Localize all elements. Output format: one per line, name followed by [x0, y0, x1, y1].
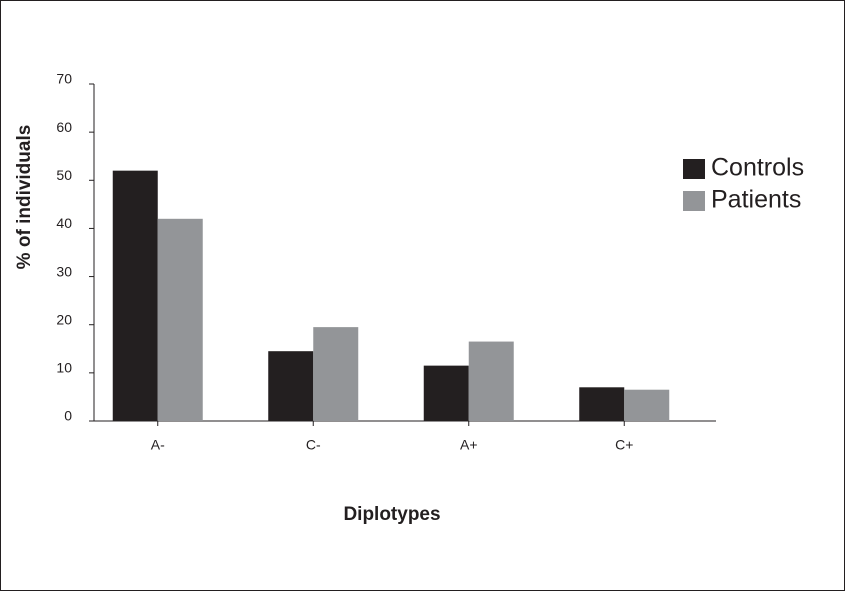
legend-label: Patients	[711, 186, 801, 214]
x-tick-label: A+	[460, 437, 478, 453]
y-tick-label: 20	[56, 311, 72, 327]
bar	[579, 387, 625, 421]
y-tick-label: 60	[56, 119, 72, 135]
legend-label: Controls	[711, 154, 804, 182]
bar	[624, 389, 670, 421]
x-tick-label: C+	[615, 437, 633, 453]
bar	[157, 218, 203, 421]
y-tick-label: 70	[56, 71, 72, 87]
y-tick-label: 10	[56, 360, 72, 376]
legend-swatch	[683, 191, 705, 211]
x-tick-label: C-	[306, 437, 321, 453]
y-tick-label: 40	[56, 215, 72, 231]
x-axis-title: Diplotypes	[343, 504, 440, 525]
bar	[268, 351, 314, 421]
y-axis-title: % of individuals	[14, 125, 35, 270]
y-tick-label: 0	[64, 408, 72, 424]
bar	[423, 365, 469, 421]
bar	[112, 170, 158, 421]
legend-swatch	[683, 159, 705, 179]
y-tick-label: 30	[56, 263, 72, 279]
bar	[313, 327, 359, 421]
x-tick-label: A-	[151, 437, 165, 453]
bar	[468, 341, 514, 421]
y-tick-label: 50	[56, 167, 72, 183]
